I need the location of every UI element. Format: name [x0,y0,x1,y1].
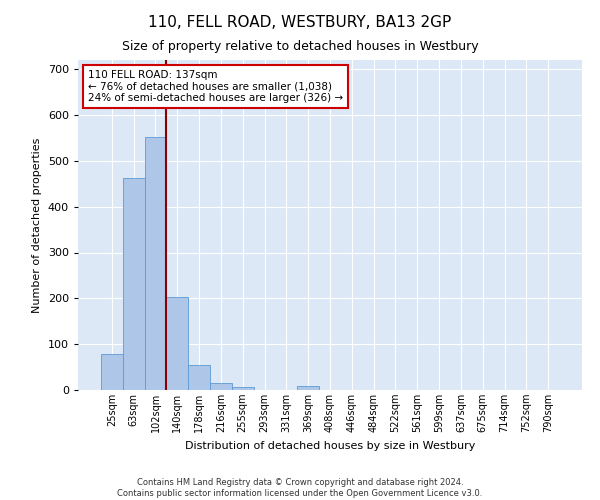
Y-axis label: Number of detached properties: Number of detached properties [32,138,42,312]
Bar [188,365,210,390]
Text: Size of property relative to detached houses in Westbury: Size of property relative to detached ho… [122,40,478,53]
X-axis label: Distribution of detached houses by size in Westbury: Distribution of detached houses by size … [185,440,475,450]
Text: 110, FELL ROAD, WESTBURY, BA13 2GP: 110, FELL ROAD, WESTBURY, BA13 2GP [148,15,452,30]
Text: 110 FELL ROAD: 137sqm
← 76% of detached houses are smaller (1,038)
24% of semi-d: 110 FELL ROAD: 137sqm ← 76% of detached … [88,70,343,103]
Bar [123,178,145,390]
Bar [297,386,319,390]
Bar [210,383,232,390]
Text: Contains HM Land Registry data © Crown copyright and database right 2024.
Contai: Contains HM Land Registry data © Crown c… [118,478,482,498]
Bar [232,387,254,390]
Bar [166,298,188,390]
Bar [145,136,166,390]
Bar [101,354,123,390]
